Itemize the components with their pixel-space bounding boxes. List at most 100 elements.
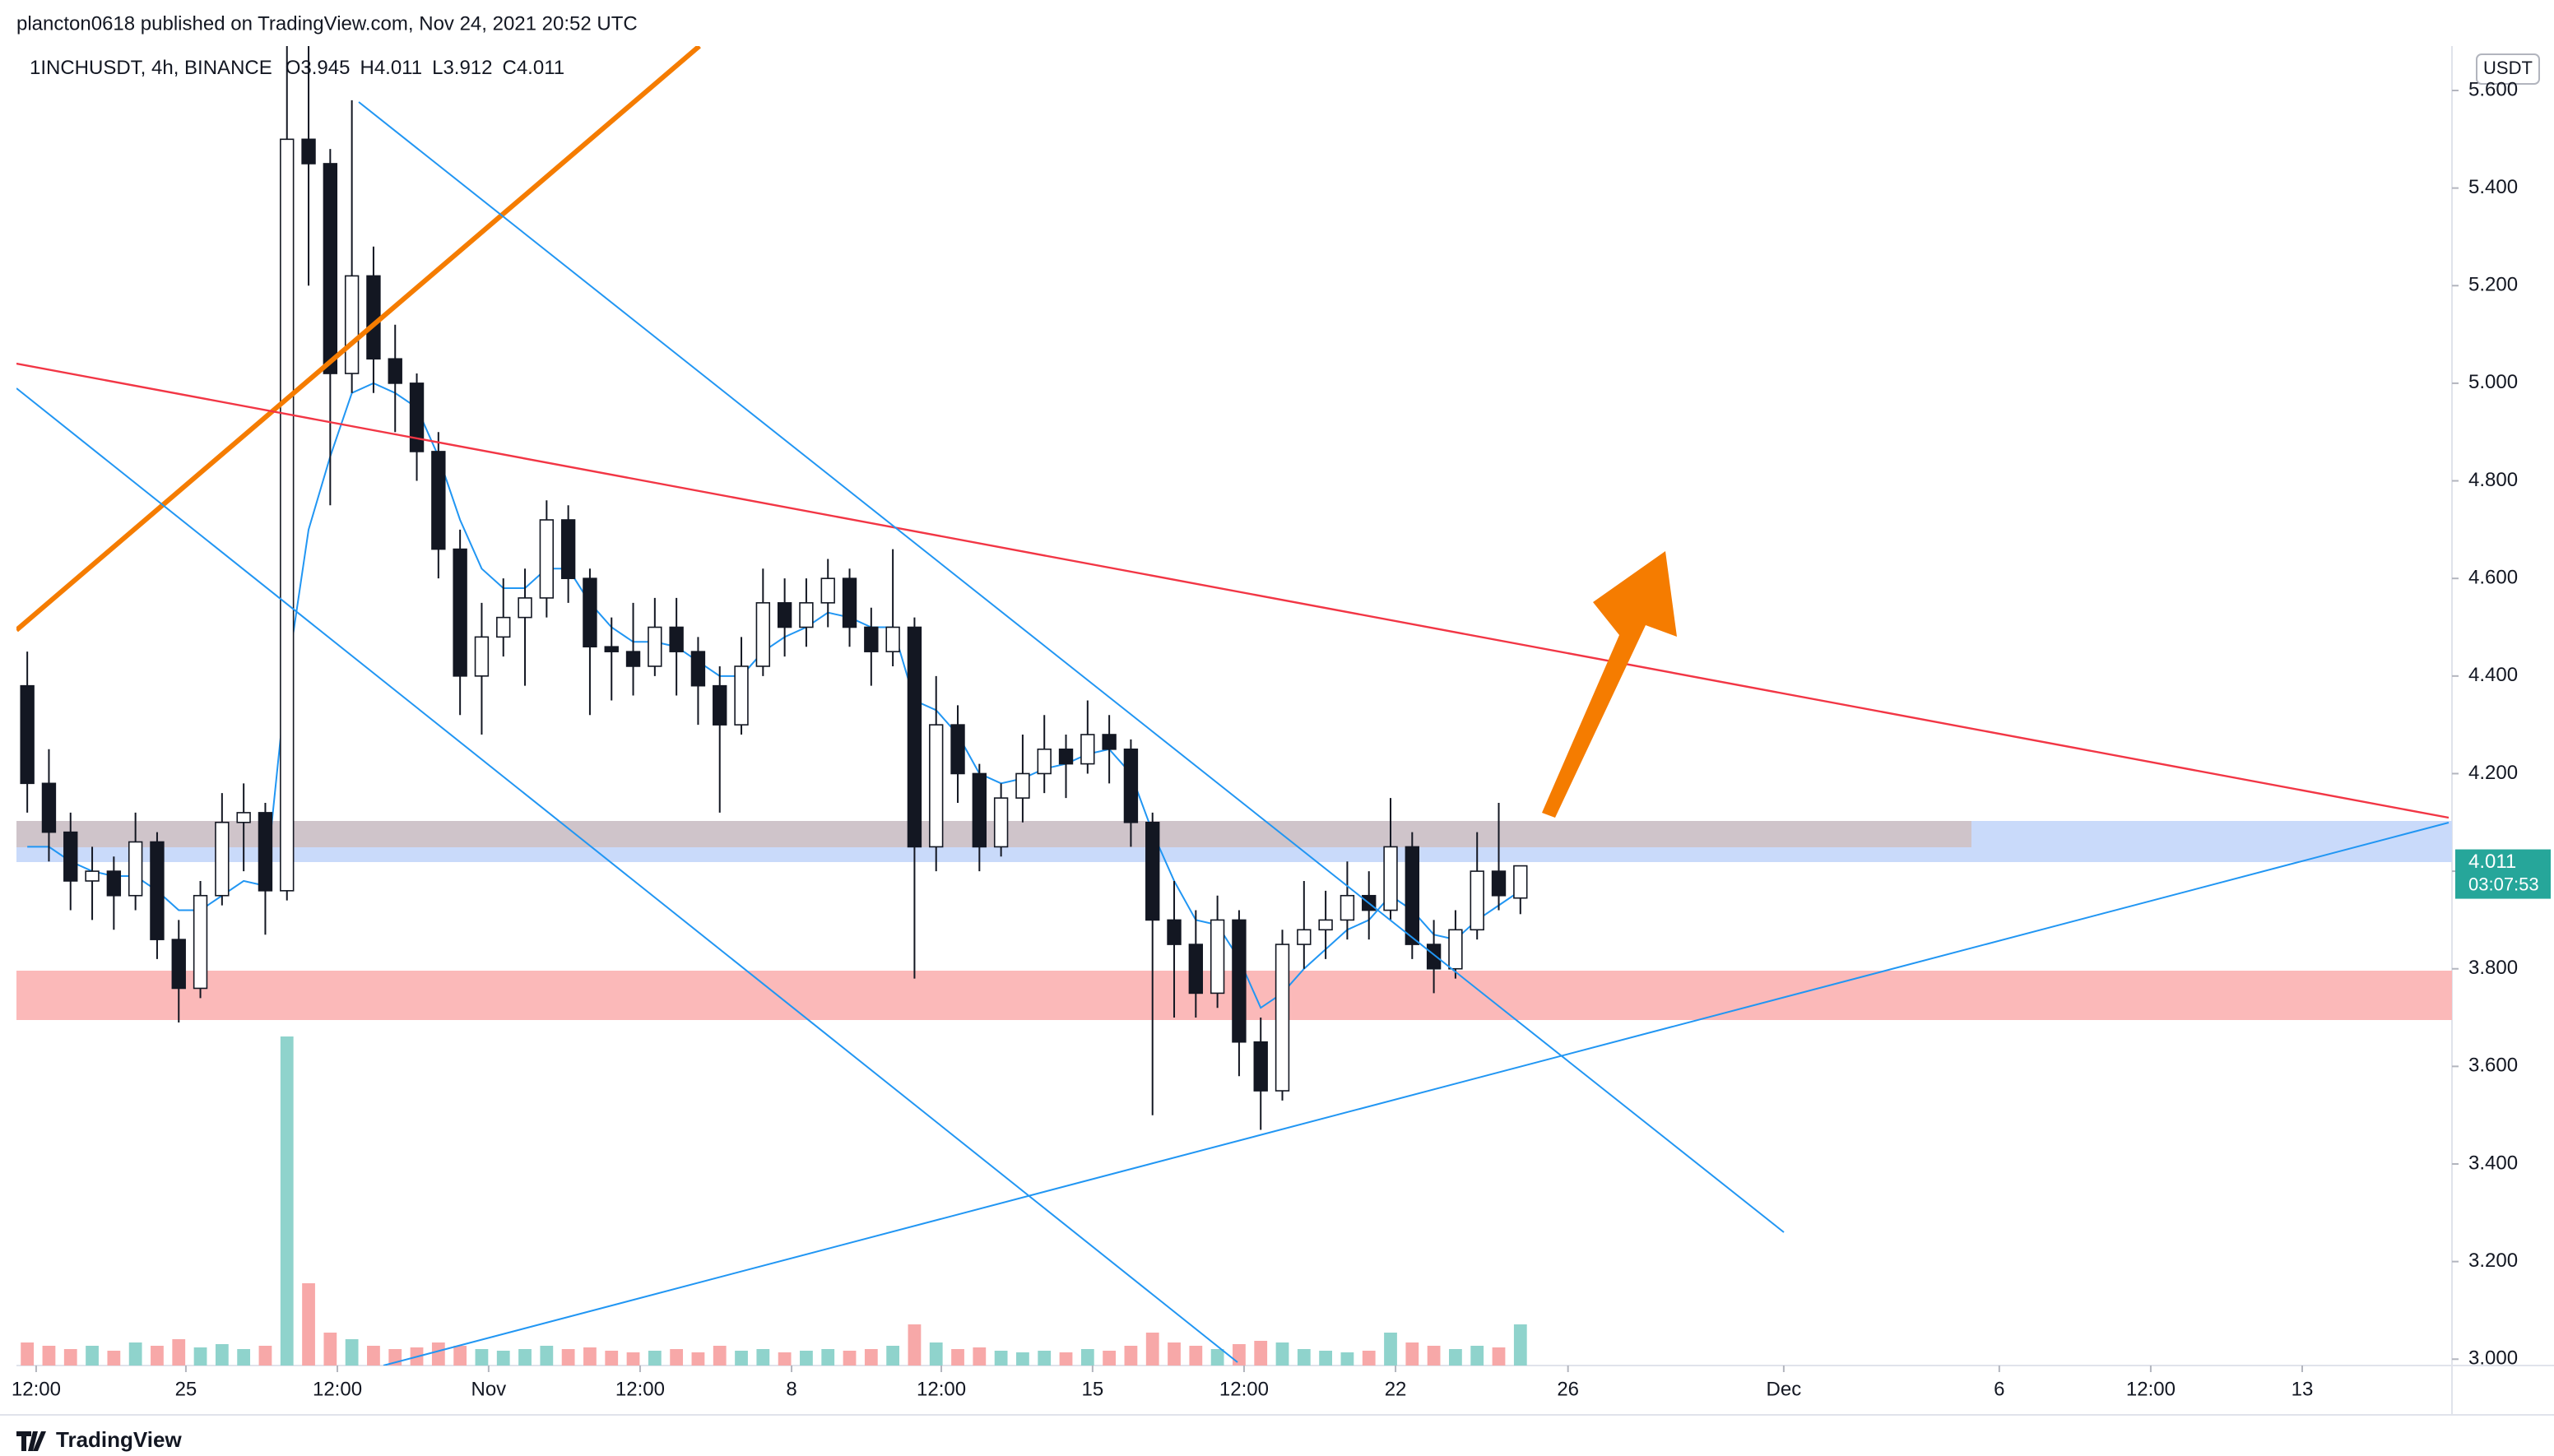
candle-body: [799, 602, 814, 628]
candle-body: [1297, 929, 1312, 945]
candle-body: [560, 519, 576, 579]
publisher-line: plancton0618 published on TradingView.co…: [16, 12, 638, 35]
volume-bar: [1492, 1347, 1506, 1366]
candle-body: [215, 821, 230, 897]
candle-body: [1080, 734, 1095, 765]
volume-bar: [453, 1346, 467, 1366]
volume-bar: [778, 1352, 792, 1366]
y-tick-label: 5.600: [2468, 78, 2518, 100]
moving-average: [27, 382, 1521, 1009]
volume-bar: [172, 1339, 186, 1366]
candle-body: [625, 651, 641, 667]
symbol-legend: 1INCHUSDT, 4h, BINANCE O3.945 H4.011 L3.912…: [30, 57, 564, 79]
last-price-box: [2455, 849, 2551, 899]
volume-bar: [1340, 1352, 1354, 1366]
volume-bar: [193, 1347, 207, 1366]
candle-body: [1275, 944, 1290, 1092]
volume-bar: [323, 1333, 337, 1366]
candle-body: [648, 626, 662, 667]
x-tick-label: 13: [2292, 1378, 2314, 1400]
candle-body: [1340, 894, 1355, 921]
volume-bar: [540, 1346, 554, 1366]
volume-bar: [1384, 1333, 1397, 1366]
trendlines: [16, 46, 2450, 1366]
volume-bar: [63, 1349, 77, 1366]
candle-body: [1188, 944, 1204, 995]
volume-bar: [1275, 1342, 1289, 1366]
volume-bar: [583, 1347, 597, 1366]
candle-body: [1383, 846, 1398, 911]
symbol: 1INCHUSDT, 4h, BINANCE: [30, 57, 272, 79]
candle-body: [539, 519, 555, 599]
candle-body: [106, 870, 122, 897]
volume-bar: [908, 1324, 922, 1366]
volume-bar: [605, 1351, 619, 1366]
volume-bar: [1124, 1346, 1138, 1366]
candle-body: [280, 138, 295, 892]
currency-box: [2476, 53, 2540, 85]
x-tick-label: 12:00: [313, 1378, 362, 1400]
candle-body: [171, 939, 186, 990]
blue-support-line: [383, 822, 2450, 1366]
volume-bar: [128, 1342, 142, 1366]
volume-bar: [258, 1346, 272, 1366]
candle-body: [713, 684, 727, 726]
volume-bar: [1016, 1352, 1029, 1366]
y-tick-label: 5.000: [2468, 371, 2518, 393]
volume-bar: [864, 1349, 878, 1366]
volume-bar: [713, 1346, 727, 1366]
candle-body: [777, 602, 792, 628]
x-tick-label: 12:00: [2126, 1378, 2176, 1400]
volume-bar: [518, 1349, 532, 1366]
candle-body: [820, 577, 835, 604]
candle-body: [1058, 748, 1074, 765]
volume-bar: [107, 1351, 121, 1366]
candle-body: [63, 831, 78, 882]
volume-bar: [1080, 1349, 1094, 1366]
y-tick-label: 3.000: [2468, 1347, 2518, 1370]
x-tick-label: 12:00: [1219, 1378, 1269, 1400]
candle-body: [474, 636, 490, 677]
candle-body: [453, 548, 467, 677]
candle-body: [929, 724, 944, 848]
volume-bar: [237, 1349, 251, 1366]
volume-bar: [215, 1344, 229, 1366]
candle-body: [885, 626, 900, 652]
volume-bar: [691, 1352, 705, 1366]
volume-bar: [302, 1283, 315, 1366]
candle-body: [409, 383, 425, 452]
candle-body: [1318, 919, 1333, 931]
volume-bar: [670, 1349, 684, 1366]
volume-bar: [994, 1351, 1008, 1366]
volume-bar: [1405, 1342, 1419, 1366]
volume-bar: [1210, 1349, 1224, 1366]
candle-body: [972, 772, 987, 848]
volume-bar: [1513, 1324, 1527, 1366]
orange-arrow: [1542, 551, 1677, 818]
volume-bar: [886, 1346, 900, 1366]
volume-bar: [973, 1347, 987, 1366]
y-tick-label: 4.200: [2468, 762, 2518, 784]
y-tick-label: 4.400: [2468, 664, 2518, 686]
x-tick-label: 22: [1385, 1378, 1407, 1400]
x-tick-label: 12:00: [917, 1378, 966, 1400]
volume-bar: [1254, 1341, 1268, 1366]
volume-bar: [626, 1352, 640, 1366]
volume-bar: [86, 1346, 99, 1366]
y-tick-label: 3.200: [2468, 1250, 2518, 1272]
candle-body: [20, 684, 35, 785]
candle-body: [193, 894, 208, 990]
y-tick-label: 5.200: [2468, 274, 2518, 296]
candle-body: [431, 451, 446, 550]
legend-open: O3.945: [286, 57, 351, 79]
brand-name: TradingView: [56, 1427, 182, 1452]
x-tick-label: 6: [1994, 1378, 2004, 1400]
candle-body: [1145, 821, 1160, 921]
candle-body: [41, 782, 57, 833]
candle-body: [496, 616, 511, 638]
candle-body: [344, 275, 360, 374]
candle-body: [1102, 734, 1117, 750]
last-price: 4.011: [2468, 851, 2516, 873]
y-tick-label: 5.400: [2468, 176, 2518, 198]
